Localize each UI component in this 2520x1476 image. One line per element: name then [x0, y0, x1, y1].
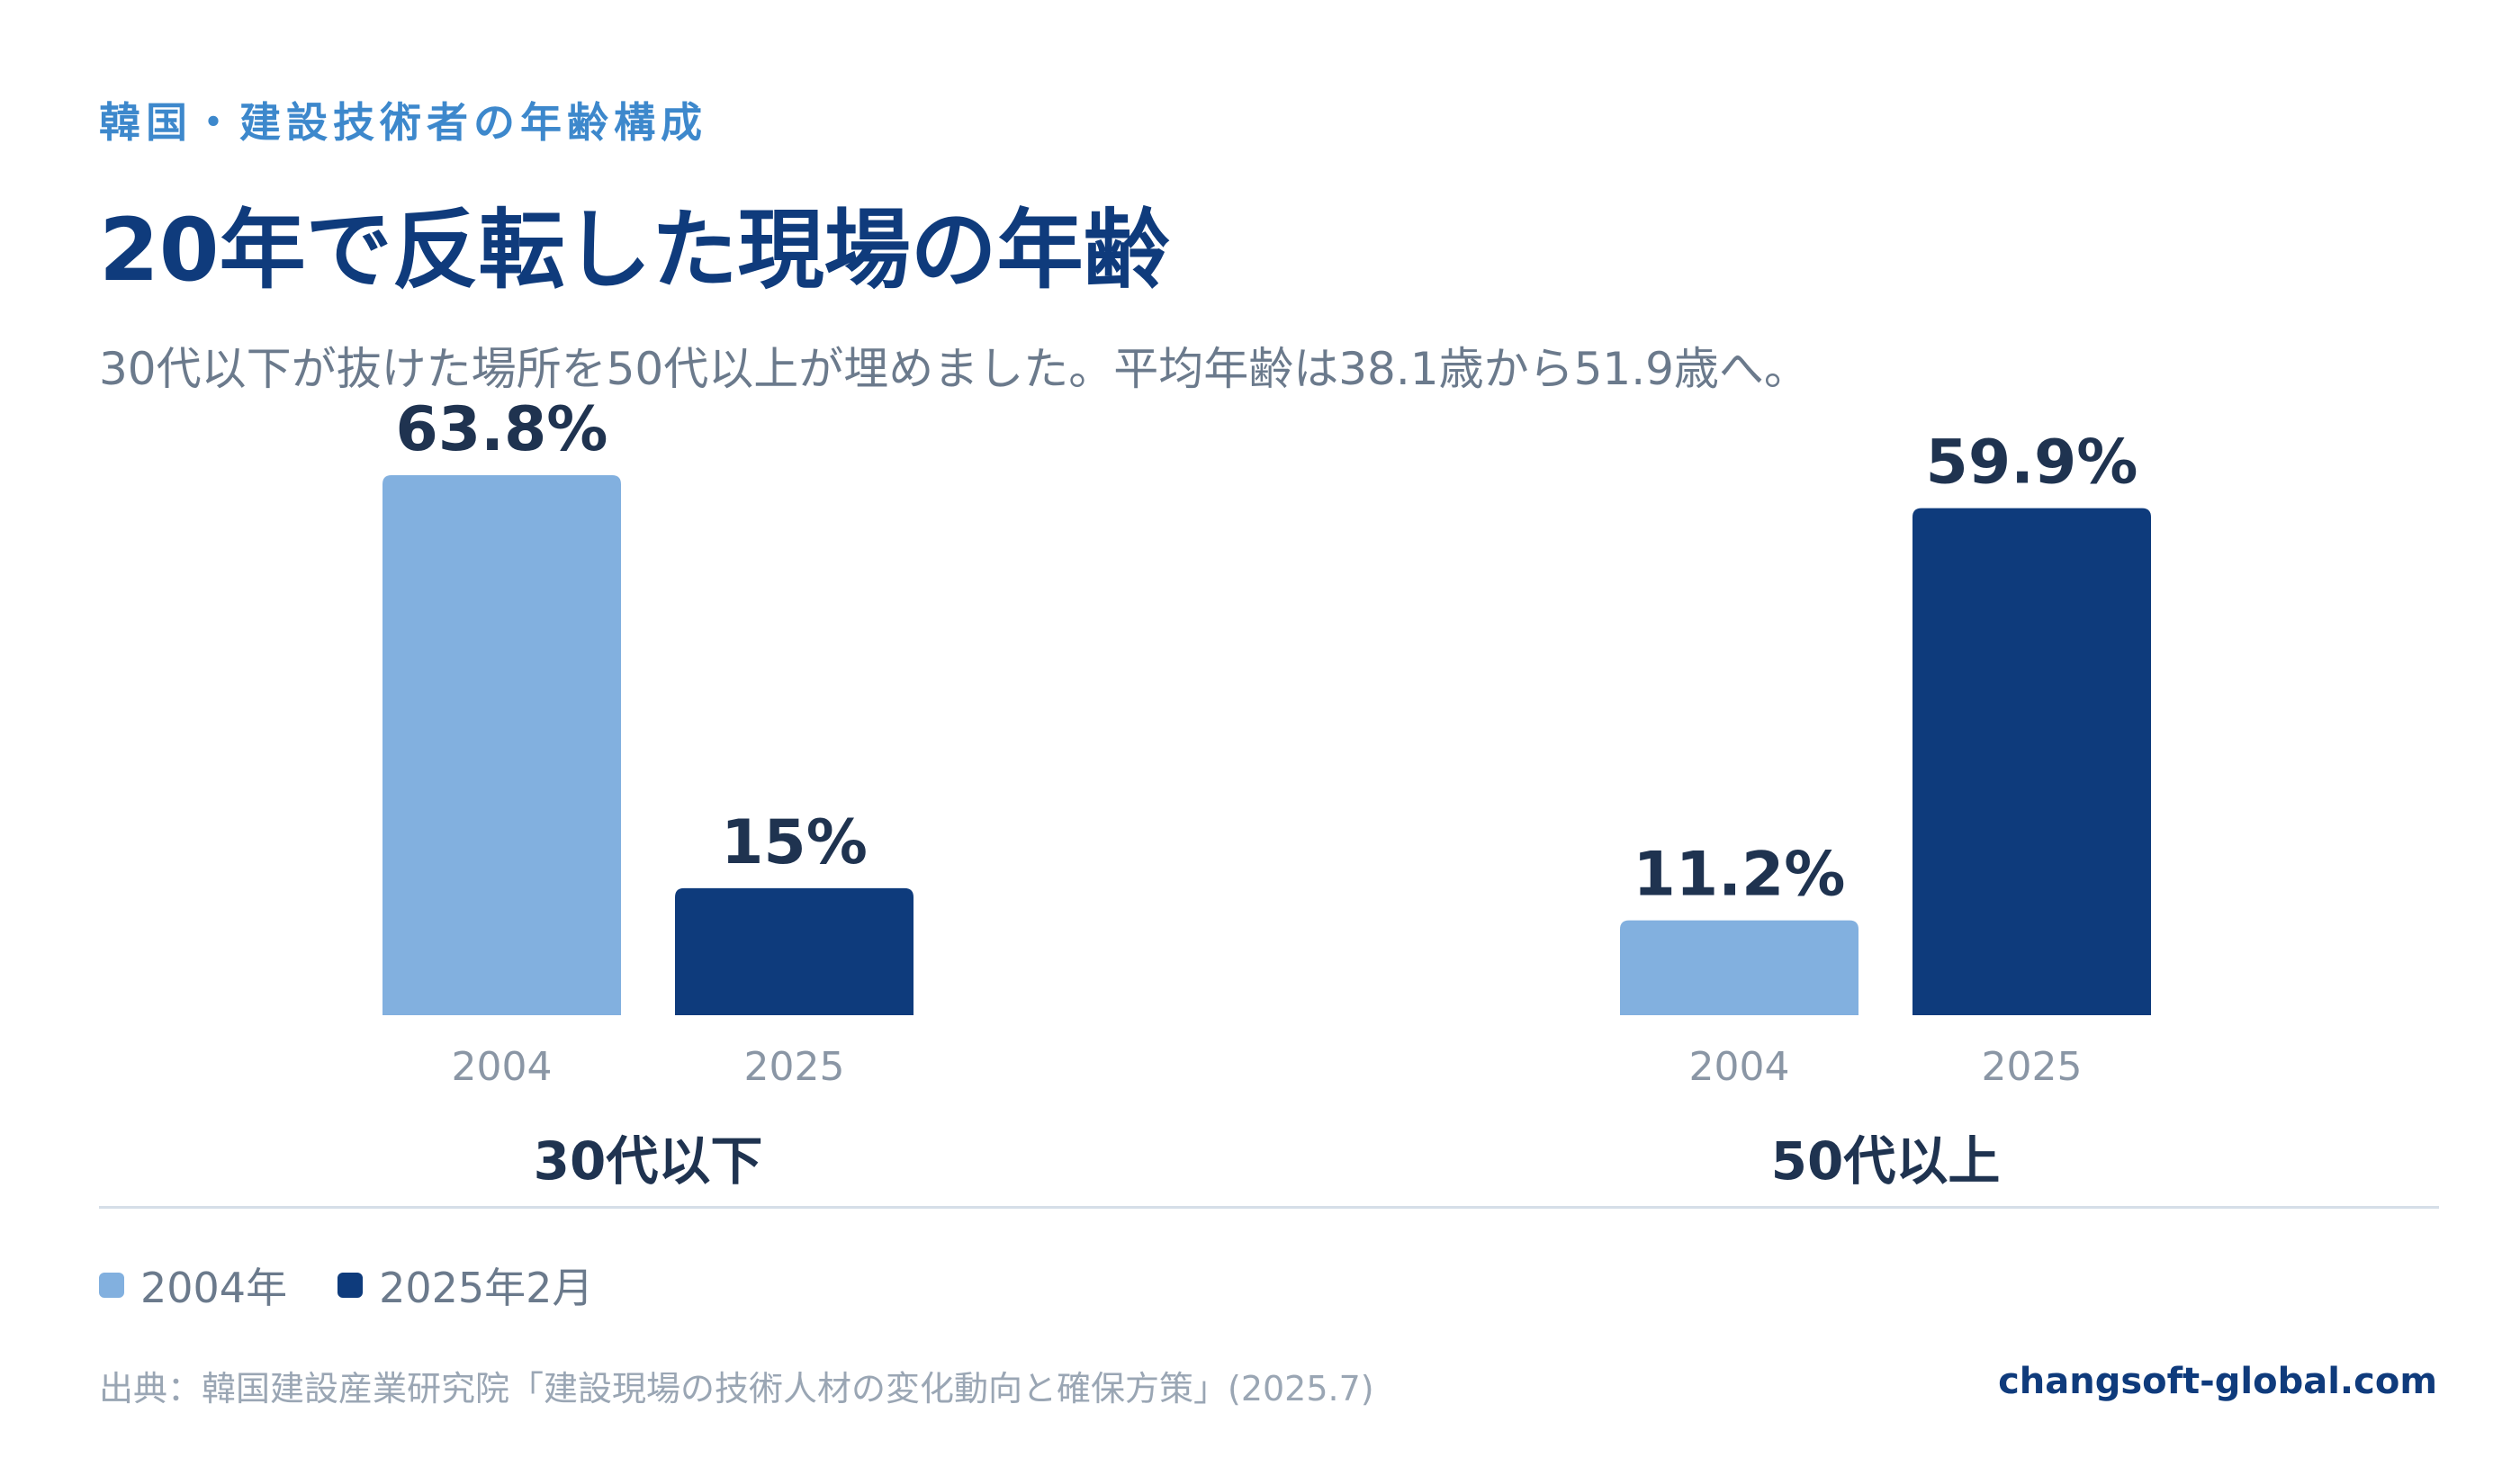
bar-chart: 63.8% 2004 15% 2025 30代以下 11.2% 2004 59.9% 2025 5… — [382, 394, 2151, 1192]
bar-0-0 — [382, 475, 621, 1015]
source-note: 出典：韓国建設産業研究院「建設現場の技術人材の変化動向と確保方策」(2025.7… — [99, 1369, 1374, 1408]
bar-1-1 — [1912, 508, 2151, 1015]
value-label-0-1: 15% — [721, 807, 868, 878]
value-label-0-0: 63.8% — [396, 394, 608, 465]
group-label-1: 50代以上 — [1771, 1130, 2001, 1192]
x-tick-label-0-1: 2025 — [744, 1044, 845, 1090]
x-tick-label-0-0: 2004 — [452, 1044, 553, 1090]
bar-1-0 — [1620, 920, 1858, 1015]
legend-item-2025: 2025年2月 — [338, 1256, 593, 1315]
divider — [99, 1206, 2439, 1209]
chart-kicker: 韓国・建設技術者の年齢構成 — [99, 98, 707, 147]
value-label-1-1: 59.9% — [1926, 428, 2138, 499]
legend-label-2004: 2004年 — [140, 1264, 288, 1312]
value-label-1-0: 11.2% — [1634, 840, 1846, 911]
x-tick-label-1-1: 2025 — [1982, 1044, 2083, 1090]
legend-swatch-2004 — [99, 1273, 124, 1298]
chart-title: 20年で反転した現場の年齢 — [99, 200, 1170, 301]
legend-swatch-2025 — [338, 1273, 364, 1298]
chart-subtitle: 30代以下が抜けた場所を50代以上が埋めました。平均年齢は38.1歳から51.9… — [99, 343, 1809, 395]
bar-0-1 — [675, 887, 914, 1015]
brand-link[interactable]: changsoft-global.com — [1998, 1361, 2437, 1402]
legend-label-2025: 2025年2月 — [379, 1264, 594, 1312]
legend-item-2004: 2004年 — [99, 1256, 287, 1315]
legend: 2004年 2025年2月 — [99, 1256, 593, 1315]
x-tick-label-1-0: 2004 — [1689, 1044, 1790, 1090]
group-label-0: 30代以下 — [534, 1130, 763, 1192]
